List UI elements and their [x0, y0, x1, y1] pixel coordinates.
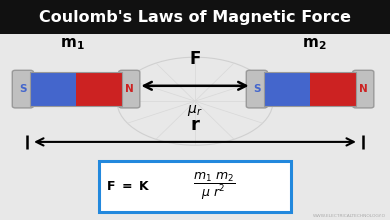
Bar [30, 72, 76, 106]
FancyBboxPatch shape [353, 70, 374, 108]
Text: S: S [253, 84, 261, 94]
Text: Coulomb's Laws of Magnetic Force: Coulomb's Laws of Magnetic Force [39, 9, 351, 25]
FancyBboxPatch shape [246, 70, 268, 108]
Bar [30, 72, 122, 106]
Text: $\mathbf{m_2}$: $\mathbf{m_2}$ [302, 36, 326, 52]
Text: $\mu_r$: $\mu_r$ [187, 103, 203, 117]
Text: $\mathbf{m_1}$: $\mathbf{m_1}$ [60, 36, 85, 52]
Text: N: N [125, 84, 134, 94]
Bar [264, 72, 310, 106]
Text: N: N [359, 84, 368, 94]
Text: S: S [19, 84, 27, 94]
Text: WWW.ELECTRICALTECHNOLOGY.O: WWW.ELECTRICALTECHNOLOGY.O [313, 214, 386, 218]
Text: F: F [189, 50, 201, 68]
Bar [0, 0, 390, 34]
Text: $\mathbf{F\ =\ K}$: $\mathbf{F\ =\ K}$ [106, 180, 150, 193]
Text: $\dfrac{m_1\ m_2}{\mu\ r^2}$: $\dfrac{m_1\ m_2}{\mu\ r^2}$ [193, 171, 235, 202]
Bar [76, 72, 122, 106]
Bar [310, 72, 356, 106]
FancyBboxPatch shape [119, 70, 140, 108]
Text: r: r [191, 116, 199, 134]
Bar [99, 161, 291, 212]
Bar [264, 72, 356, 106]
FancyBboxPatch shape [12, 70, 34, 108]
